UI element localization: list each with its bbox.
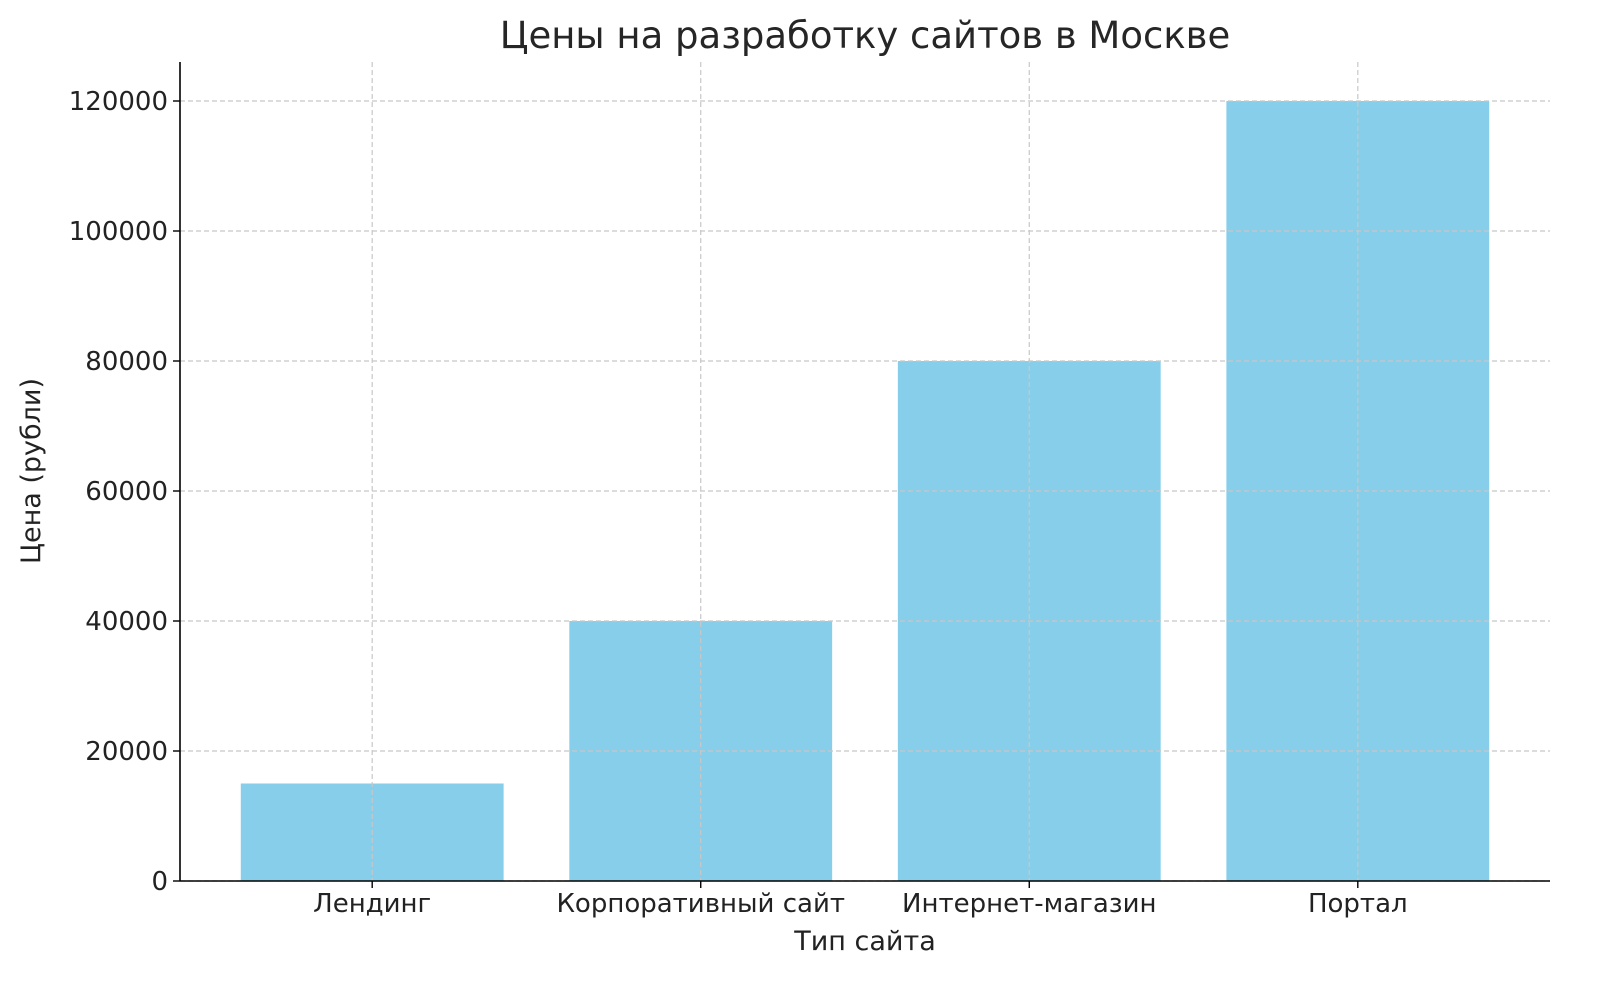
y-tick-label: 80000 [85,347,168,377]
x-tick-label: Портал [1308,889,1408,919]
y-tick-label: 20000 [85,737,168,767]
y-tick-label: 60000 [85,477,168,507]
chart-title: Цены на разработку сайтов в Москве [500,14,1231,57]
y-axis-label: Цена (рубли) [16,378,47,564]
y-tick-label: 120000 [69,87,168,117]
x-tick-label: Лендинг [313,889,431,919]
y-tick-label: 40000 [85,607,168,637]
ticks: 0 20000 40000 60000 80000 100000 120000 Лендинг… [69,87,1408,919]
x-tick-label: Корпоративный сайт [556,889,845,919]
y-tick-label: 0 [151,867,168,897]
x-axis-label: Тип сайта [793,926,936,957]
x-tick-label: Интернет-магазин [902,889,1156,919]
y-tick-label: 100000 [69,217,168,247]
